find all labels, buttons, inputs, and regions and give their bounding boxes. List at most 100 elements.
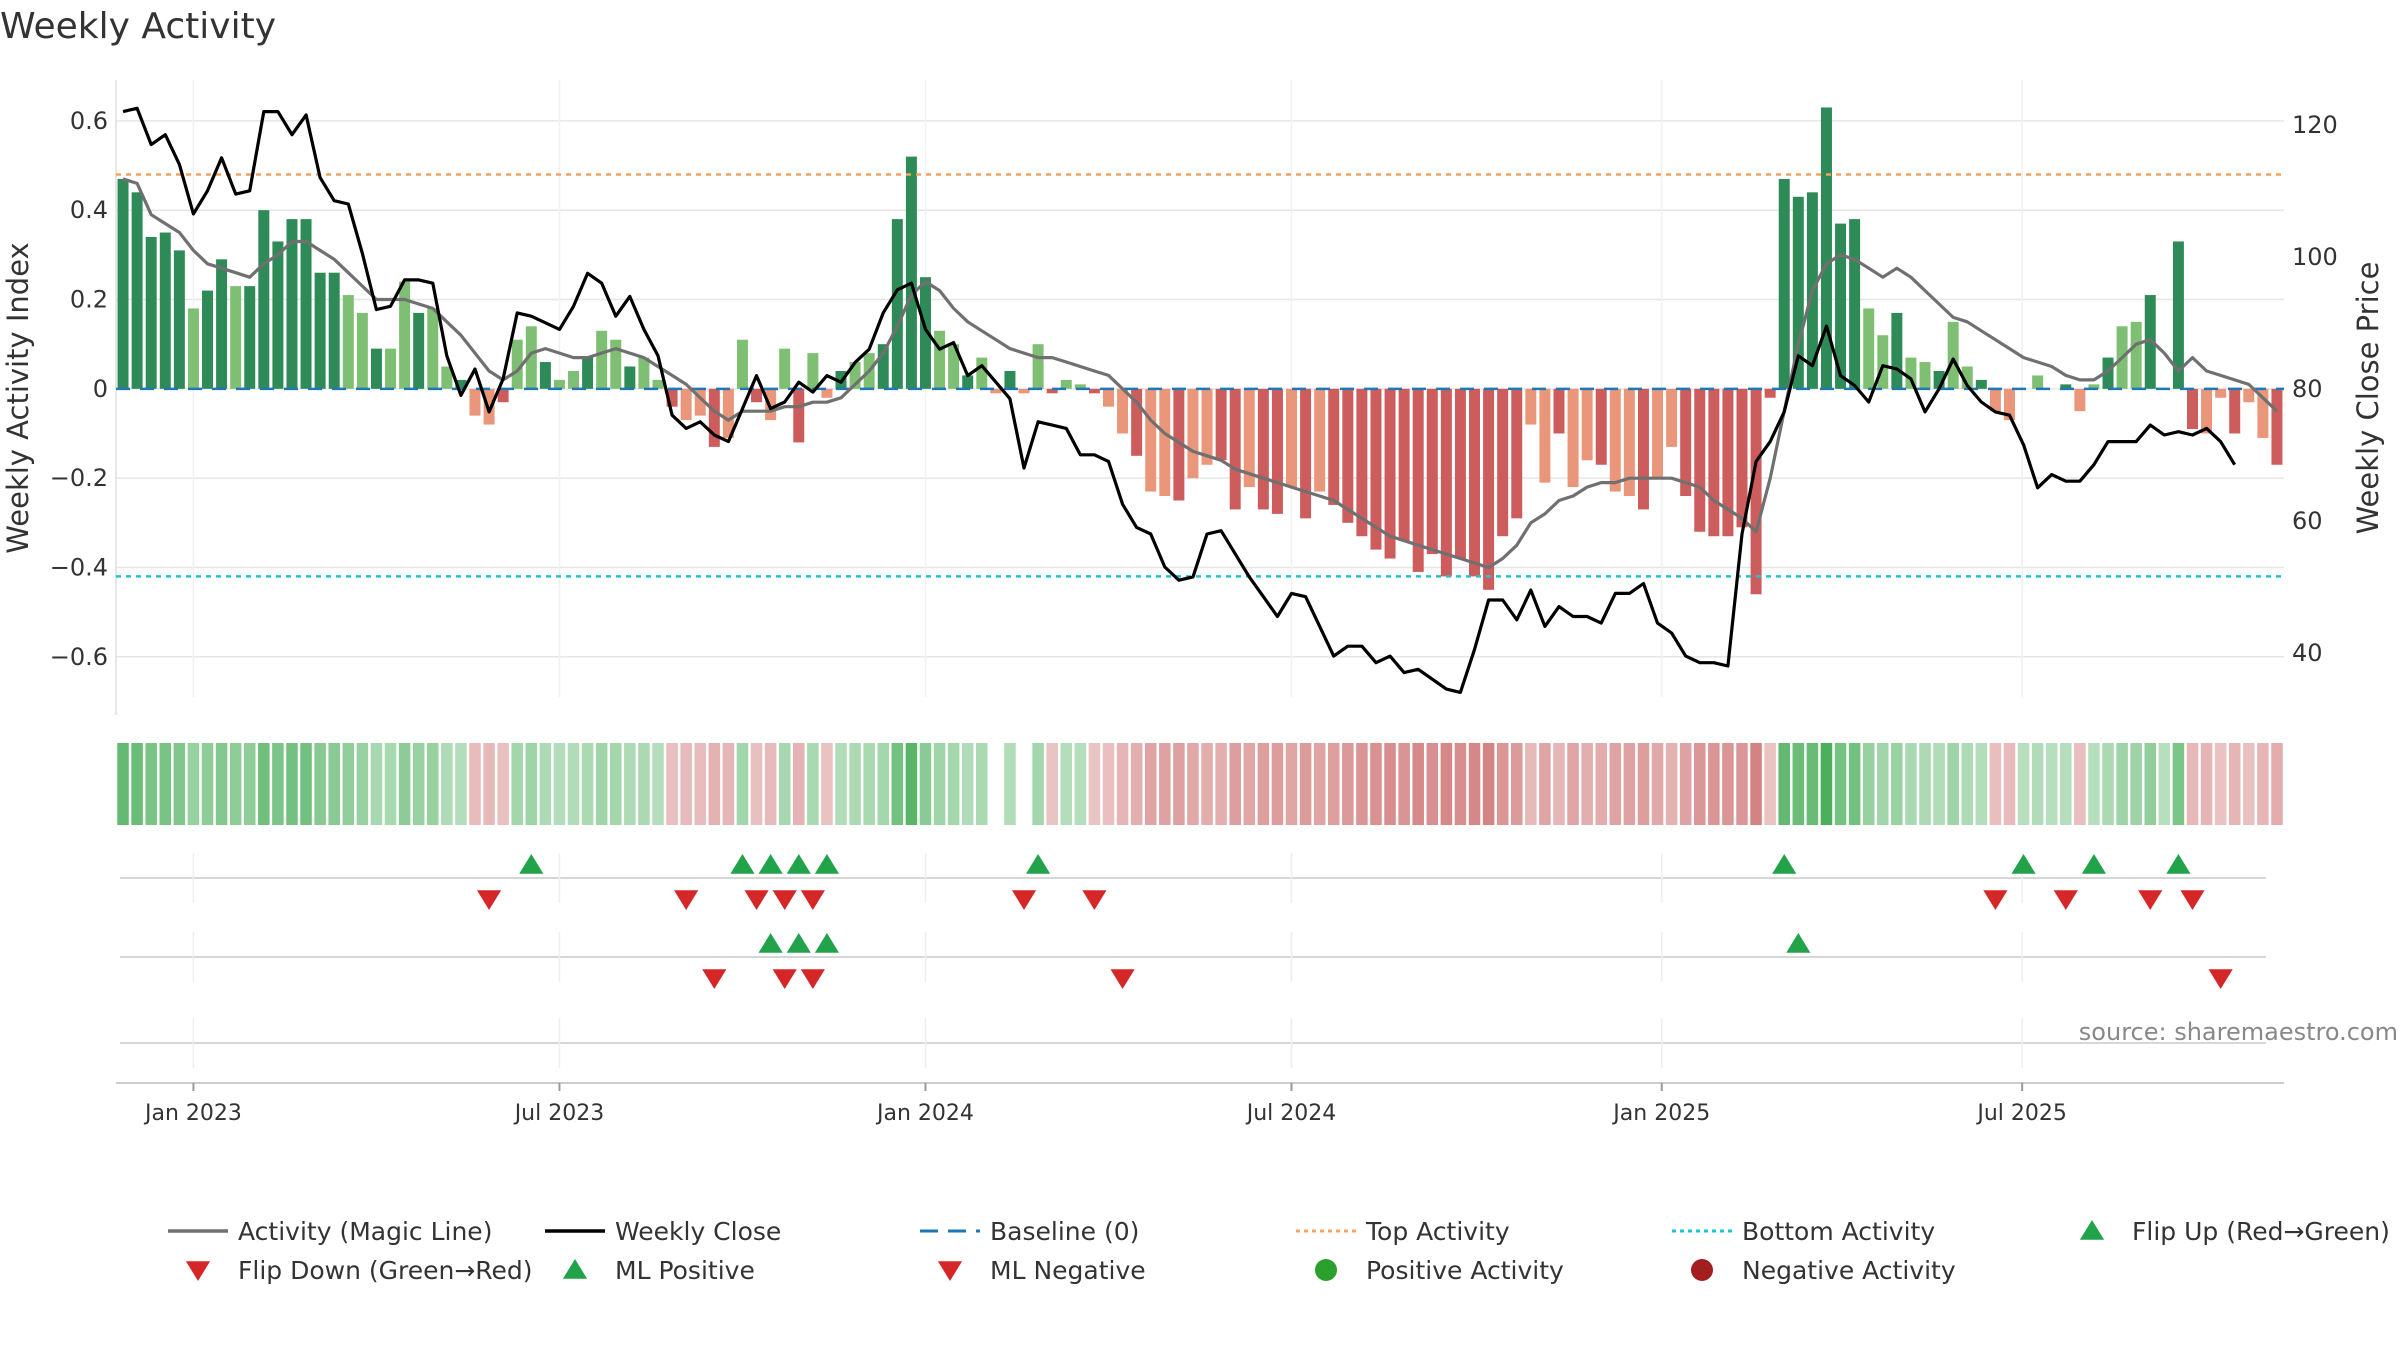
activity-bar [2201,388,2213,434]
activity-bar [1750,388,1762,595]
strip-cell [511,743,523,825]
flip-up-marker [2011,854,2036,874]
y2-tick-label: 80 [2292,375,2323,403]
strip-cell [2214,743,2227,825]
x-tick-label: Jan 2025 [1611,1101,1710,1126]
strip-cell [1539,743,1551,825]
activity-bar [807,353,819,389]
strip-cell [1581,743,1593,825]
strip-cell [2060,743,2072,825]
activity-bar [258,210,270,389]
activity-bar [1609,388,1621,492]
activity-heat-strip [117,743,2283,825]
activity-bar [1623,388,1635,497]
source-note: source: sharemaestro.com [2079,1018,2398,1046]
legend-label: Weekly Close [615,1217,781,1246]
strip-cell [1722,743,1734,825]
ml-positive-marker [814,933,840,953]
strip-cell [2031,743,2044,825]
strip-cell [778,743,791,825]
activity-bar [934,330,946,389]
strip-cell [1708,743,1720,825]
strip-cell [2186,743,2199,825]
x-axis: Jan 2023 Jul 2023 Jan 2024 Jul 2024 Jan 2025… [116,1082,2284,1126]
strip-cell [1468,743,1481,825]
y-tick-label: 0.2 [70,286,108,314]
activity-bar [736,339,748,389]
flip-up-marker [786,854,811,874]
strip-cell [1834,743,1847,825]
strip-cell [286,743,298,825]
activity-bar [624,366,636,389]
activity-bar [694,388,706,416]
activity-bar [666,388,678,407]
strip-cell [1778,743,1791,825]
strip-cell [1285,743,1298,825]
strip-cell [891,743,904,825]
activity-bar [2271,388,2283,465]
strip-cell [1102,743,1115,825]
strip-cell [2257,743,2269,825]
strip-cell [1553,743,1565,825]
strip-cell [595,743,608,825]
strip-cell [624,743,636,825]
strip-cell [1229,743,1241,825]
activity-bar [1145,388,1157,492]
activity-bar [1074,384,1086,389]
activity-bar [877,344,889,389]
strip-cell [1299,743,1312,825]
legend-label: Positive Activity [1366,1256,1564,1285]
strip-cell [863,743,875,825]
weekly-close-line [122,106,2237,695]
strip-cell [764,743,777,825]
activity-bar [610,339,622,389]
y2-tick-label: 40 [2292,639,2323,667]
activity-bar [1497,388,1509,537]
strip-cell [258,743,270,825]
strip-cell [1060,743,1073,825]
flip-up-marker [1026,854,1051,874]
activity-bar [173,250,185,389]
activity-bar [1919,362,1931,389]
activity-bar [1060,379,1072,389]
strip-cell [314,743,326,825]
activity-bar [1905,357,1917,389]
ml-negative-marker [1110,969,1135,989]
strip-cell [398,743,411,825]
strip-cell [1088,743,1101,825]
strip-cell [412,743,425,825]
activity-bar [244,286,256,389]
activity-bar [1637,388,1649,510]
activity-bar [1652,388,1664,479]
activity-bar [1426,388,1438,555]
strip-cell [821,743,833,825]
legend-label: Bottom Activity [1742,1217,1935,1246]
activity-bar [553,379,565,389]
activity-bar [2257,388,2269,438]
flip-up-marker [519,854,544,874]
legend-label: Flip Up (Red→Green) [2132,1217,2390,1246]
flip-down-marker [1011,890,1037,910]
strip-cell [1173,743,1185,825]
x-tick-label: Jul 2025 [1975,1101,2067,1126]
strip-cell [1496,743,1509,825]
flip-up-marker [758,854,783,874]
flip-up-marker [730,854,755,874]
strip-cell [976,743,988,825]
y-tick-label: 0.6 [70,107,108,135]
activity-bar [131,192,143,389]
strip-cell [638,743,650,825]
activity-bar [1525,388,1537,425]
strip-cell [1032,743,1044,825]
flip-down-marker [1983,890,2008,910]
strip-cell [1342,743,1354,825]
activity-bar [1989,388,2001,412]
activity-bar [1863,308,1875,389]
activity-bar [2215,388,2227,398]
activity-bar [1849,219,1861,389]
activity-bar [511,339,523,389]
activity-bar [1553,388,1565,434]
strip-cell [1609,743,1622,825]
strip-cell [1370,743,1382,825]
activity-bar [779,348,791,389]
